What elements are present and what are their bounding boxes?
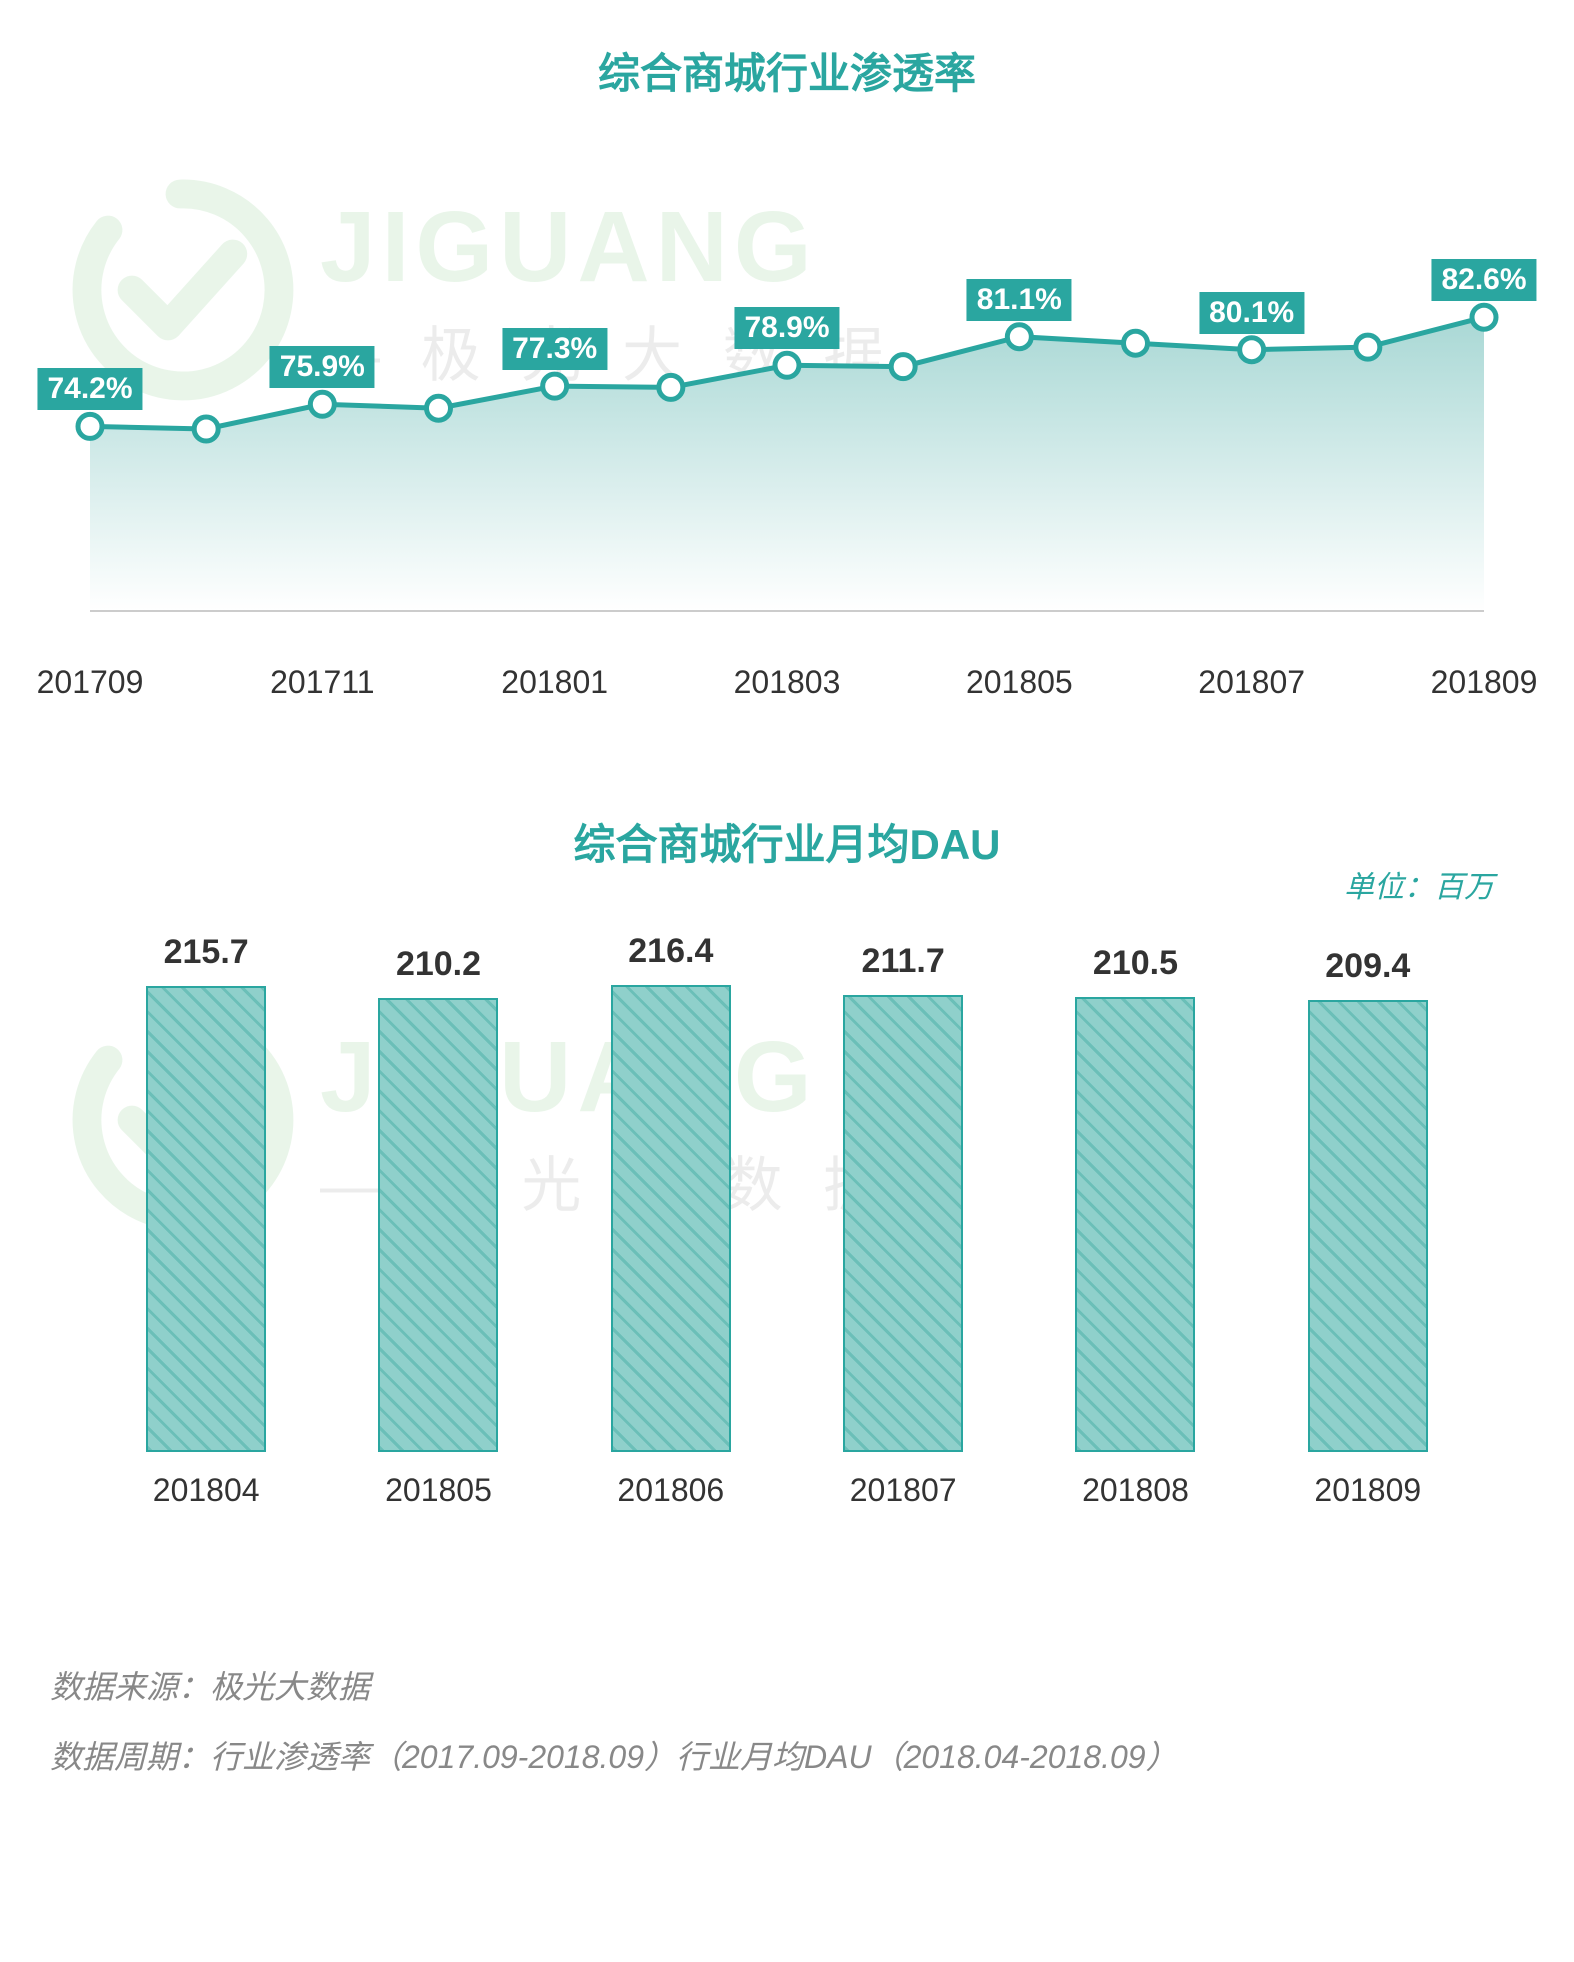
line-chart-x-tick: 201809	[1431, 664, 1538, 701]
line-chart-x-tick: 201709	[37, 664, 144, 701]
line-chart-marker	[891, 355, 915, 379]
line-chart-x-tick: 201803	[734, 664, 841, 701]
bar-x-tick: 201809	[1252, 1472, 1484, 1509]
line-chart-value-label: 80.1%	[1199, 292, 1304, 334]
line-chart-svg	[50, 131, 1524, 691]
bar-chart-unit-label: 单位：百万	[1344, 862, 1494, 906]
line-chart-marker	[659, 375, 683, 399]
bar	[146, 986, 266, 1452]
bar	[611, 985, 731, 1452]
line-chart-value-label: 75.9%	[270, 346, 375, 388]
bar-x-tick: 201806	[555, 1472, 787, 1509]
line-chart-value-label: 81.1%	[967, 279, 1072, 321]
line-chart-marker	[1240, 338, 1264, 362]
bar-value-label: 216.4	[628, 932, 713, 971]
bar	[1075, 997, 1195, 1452]
bar-group: 216.4	[555, 932, 787, 1452]
line-chart-value-label: 78.9%	[734, 307, 839, 349]
bar-x-tick: 201805	[322, 1472, 554, 1509]
line-chart-x-tick: 201801	[501, 664, 608, 701]
line-chart-value-label: 77.3%	[502, 328, 607, 370]
line-chart-marker	[194, 417, 218, 441]
line-chart-title: 综合商城行业渗透率	[50, 40, 1524, 101]
line-chart-section: 综合商城行业渗透率 74.2%75.9%77.3%78.9%81.1%80.1%…	[50, 40, 1524, 691]
line-chart-marker	[1356, 335, 1380, 359]
bar-value-label: 211.7	[862, 942, 945, 981]
line-chart-marker	[1007, 325, 1031, 349]
bar-group: 210.2	[322, 945, 554, 1452]
line-chart-x-tick: 201807	[1198, 664, 1305, 701]
footer-source: 数据来源：极光大数据	[50, 1662, 1524, 1708]
line-chart-plot: 74.2%75.9%77.3%78.9%81.1%80.1%82.6% 2017…	[50, 131, 1524, 691]
bar-chart-title: 综合商城行业月均DAU	[50, 811, 1524, 872]
bar-x-tick: 201808	[1019, 1472, 1251, 1509]
line-chart-marker	[427, 396, 451, 420]
line-chart-marker	[1472, 305, 1496, 329]
bar-value-label: 210.2	[396, 945, 481, 984]
line-chart-value-label: 82.6%	[1431, 259, 1536, 301]
bar-x-tick: 201804	[90, 1472, 322, 1509]
bar	[378, 998, 498, 1452]
bar-group: 211.7	[787, 942, 1019, 1452]
line-chart-x-tick: 201805	[966, 664, 1073, 701]
bar	[1308, 1000, 1428, 1452]
bar-value-label: 210.5	[1093, 944, 1178, 983]
bar-chart-plot: 单位：百万 215.7210.2216.4211.7210.5209.4 201…	[50, 912, 1524, 1592]
line-chart-marker	[78, 414, 102, 438]
footer-period: 数据周期：行业渗透率（2017.09-2018.09）行业月均DAU（2018.…	[50, 1732, 1524, 1778]
bar-group: 210.5	[1019, 944, 1251, 1452]
line-chart-marker	[775, 353, 799, 377]
line-chart-x-tick: 201711	[270, 664, 374, 701]
bar-x-tick: 201807	[787, 1472, 1019, 1509]
footer-notes: 数据来源：极光大数据 数据周期：行业渗透率（2017.09-2018.09）行业…	[50, 1662, 1524, 1778]
line-chart-value-label: 74.2%	[37, 368, 142, 410]
bar-value-label: 209.4	[1325, 947, 1410, 986]
line-chart-marker	[1124, 331, 1148, 355]
bar-group: 209.4	[1252, 947, 1484, 1452]
bar-group: 215.7	[90, 933, 322, 1452]
bar	[843, 995, 963, 1452]
line-chart-marker	[543, 374, 567, 398]
bar-value-label: 215.7	[164, 933, 249, 972]
line-chart-marker	[310, 392, 334, 416]
bar-chart-section: 综合商城行业月均DAU 单位：百万 215.7 210.2 216.4 211.7 21…	[50, 811, 1524, 1592]
